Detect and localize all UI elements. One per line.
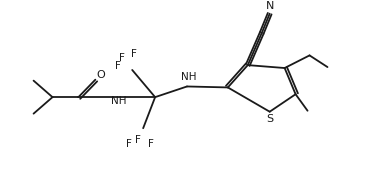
Text: F: F [119,53,125,63]
Text: F: F [148,139,154,149]
Text: N: N [266,1,274,11]
Text: NH: NH [181,72,197,82]
Text: NH: NH [110,96,126,106]
Text: F: F [131,49,137,60]
Text: F: F [126,139,132,149]
Text: O: O [96,70,105,80]
Text: F: F [115,61,121,71]
Text: F: F [135,135,141,145]
Text: S: S [266,113,273,123]
